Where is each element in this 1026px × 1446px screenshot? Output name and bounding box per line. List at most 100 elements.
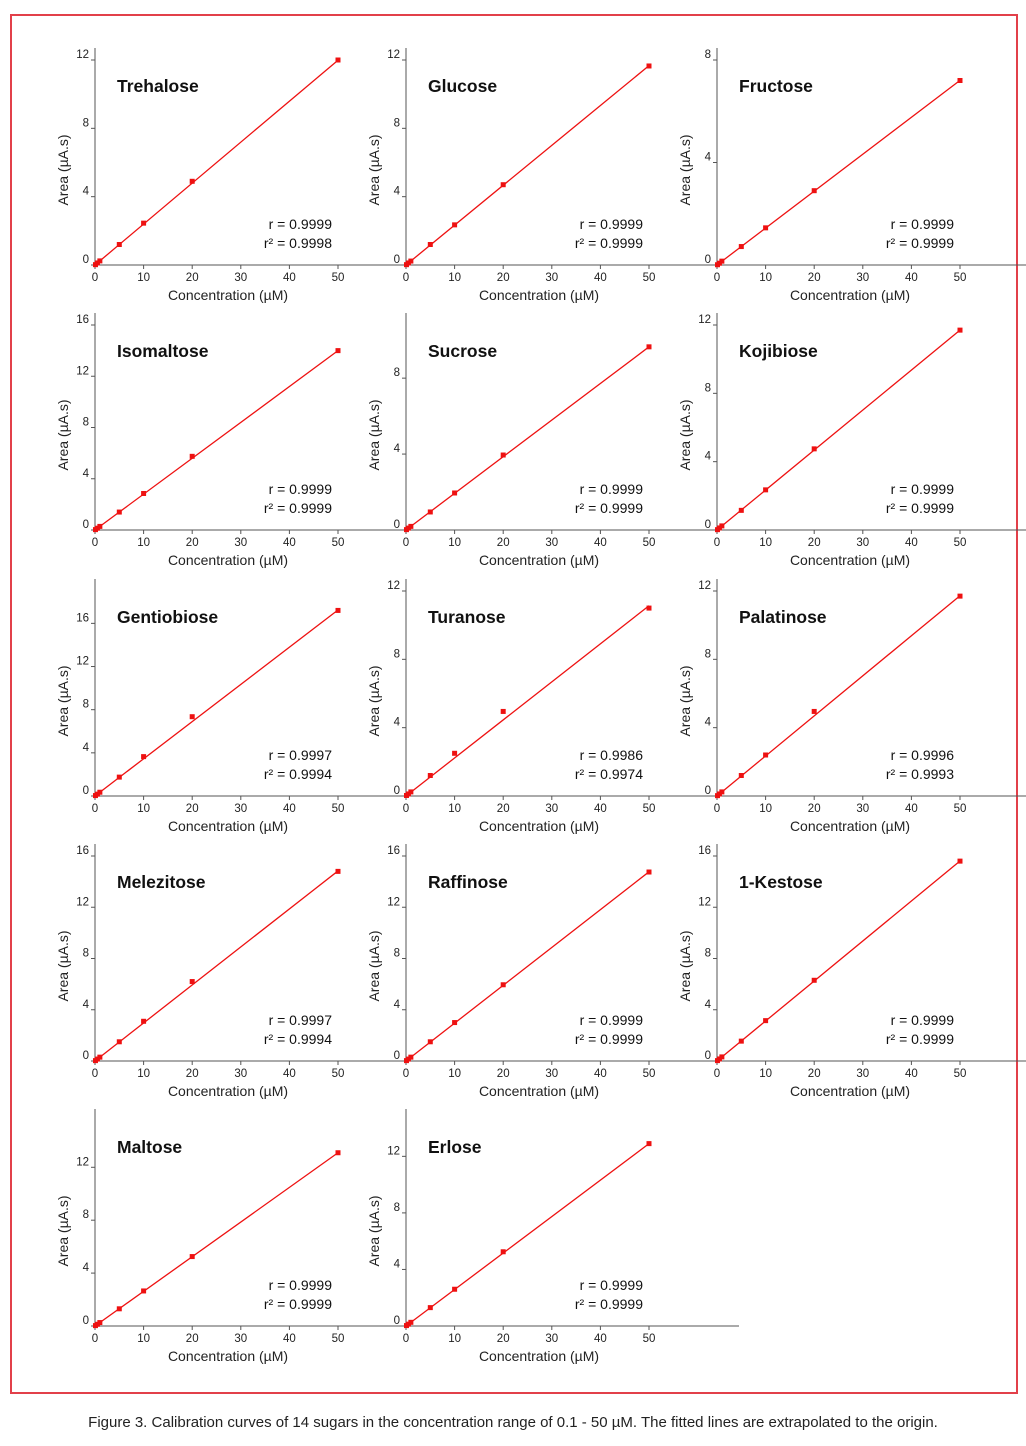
- x-tick-label: 50: [332, 1068, 345, 1080]
- chart-title: Erlose: [428, 1137, 482, 1157]
- data-point: [646, 1141, 652, 1147]
- data-point: [116, 242, 122, 247]
- r-value: r = 0.9999: [891, 481, 955, 497]
- r-value: r = 0.9999: [580, 1012, 644, 1028]
- x-tick-label: 40: [905, 803, 918, 815]
- x-tick-label: 10: [759, 272, 772, 284]
- y-axis-label: Area (µA.s): [366, 134, 382, 205]
- r2-value: r² = 0.9994: [264, 766, 332, 782]
- x-axis-label: Concentration (µM): [790, 1083, 910, 1099]
- figure-caption: Figure 3. Calibration curves of 14 sugar…: [88, 1414, 938, 1431]
- x-tick-label: 30: [856, 272, 869, 284]
- data-point: [408, 1319, 414, 1325]
- y-axis-label: Area (µA.s): [55, 399, 71, 470]
- x-tick-label: 20: [186, 1333, 199, 1345]
- data-point: [116, 1306, 122, 1312]
- fit-line: [94, 1152, 339, 1327]
- data-point: [116, 509, 122, 515]
- y-tick-label: 0: [83, 254, 89, 266]
- x-tick-label: 20: [808, 1068, 821, 1080]
- x-axis-label: Concentration (µM): [790, 287, 910, 303]
- data-point: [427, 242, 433, 247]
- data-point: [957, 593, 963, 599]
- r2-value: r² = 0.9994: [264, 1031, 332, 1047]
- data-point: [500, 182, 506, 188]
- x-tick-label: 30: [234, 537, 247, 549]
- y-tick-label: 12: [387, 896, 400, 908]
- x-axis-label: Concentration (µM): [168, 287, 288, 303]
- y-tick-label: 0: [705, 1050, 711, 1062]
- x-tick-label: 30: [545, 1333, 558, 1345]
- data-point: [646, 869, 652, 875]
- y-tick-label: 4: [705, 717, 712, 729]
- x-tick-label: 30: [545, 272, 558, 284]
- x-tick-label: 30: [234, 1068, 247, 1080]
- y-tick-label: 0: [83, 519, 89, 531]
- y-tick-label: 4: [705, 152, 712, 164]
- fit-line: [405, 1143, 650, 1327]
- fit-line: [405, 65, 650, 266]
- x-tick-label: 40: [594, 1333, 607, 1345]
- x-tick-label: 10: [448, 1333, 461, 1345]
- x-tick-label: 10: [137, 1333, 150, 1345]
- x-tick-label: 40: [283, 803, 296, 815]
- x-tick-label: 50: [643, 803, 656, 815]
- chart-title: Isomaltose: [117, 341, 209, 361]
- x-tick-label: 50: [332, 1333, 345, 1345]
- x-tick-label: 50: [954, 537, 967, 549]
- data-point: [646, 344, 652, 350]
- data-point: [141, 490, 147, 496]
- x-tick-label: 0: [714, 1068, 720, 1080]
- fit-line: [716, 595, 961, 797]
- data-point: [646, 63, 652, 69]
- x-axis-label: Concentration (µM): [168, 818, 288, 834]
- data-point: [408, 1054, 414, 1060]
- x-tick-label: 0: [714, 537, 720, 549]
- x-tick-label: 0: [92, 1333, 98, 1345]
- fit-line: [94, 870, 339, 1062]
- y-axis-label: Area (µA.s): [677, 134, 693, 205]
- x-tick-label: 50: [643, 537, 656, 549]
- y-tick-label: 0: [394, 785, 400, 797]
- data-point: [427, 1039, 433, 1045]
- data-point: [427, 1305, 433, 1311]
- data-point: [957, 858, 963, 864]
- r-value: r = 0.9996: [891, 747, 955, 763]
- x-axis-label: Concentration (µM): [479, 818, 599, 834]
- y-tick-label: 12: [76, 1156, 89, 1168]
- data-point: [189, 714, 195, 720]
- x-tick-label: 40: [283, 1068, 296, 1080]
- data-point: [189, 178, 195, 184]
- chart-title: Glucose: [428, 76, 497, 96]
- chart-title: Kojibiose: [739, 341, 818, 361]
- x-tick-label: 0: [714, 803, 720, 815]
- x-axis-label: Concentration (µM): [479, 1083, 599, 1099]
- y-tick-label: 4: [394, 999, 401, 1011]
- x-tick-label: 0: [403, 537, 409, 549]
- fit-line: [94, 350, 339, 531]
- data-point: [427, 773, 433, 778]
- data-point: [719, 258, 725, 264]
- y-tick-label: 8: [83, 1209, 89, 1221]
- data-point: [408, 523, 414, 529]
- x-tick-label: 30: [856, 803, 869, 815]
- fit-line: [716, 79, 961, 266]
- data-point: [189, 979, 195, 985]
- data-point: [335, 348, 341, 354]
- x-tick-label: 50: [954, 1068, 967, 1080]
- y-tick-label: 0: [83, 1315, 89, 1327]
- data-point: [408, 258, 414, 264]
- y-tick-label: 12: [387, 49, 400, 61]
- x-tick-label: 0: [92, 803, 98, 815]
- x-tick-label: 0: [714, 272, 720, 284]
- y-tick-label: 8: [83, 117, 89, 129]
- fit-line: [94, 609, 339, 797]
- data-point: [141, 1018, 147, 1024]
- data-point: [738, 244, 744, 250]
- y-tick-label: 0: [394, 519, 400, 531]
- r2-value: r² = 0.9999: [264, 500, 332, 516]
- chart-panel: 0 10 20 30 40 50 0 4 8 Concentration (µM) Area (µA…: [677, 48, 1026, 303]
